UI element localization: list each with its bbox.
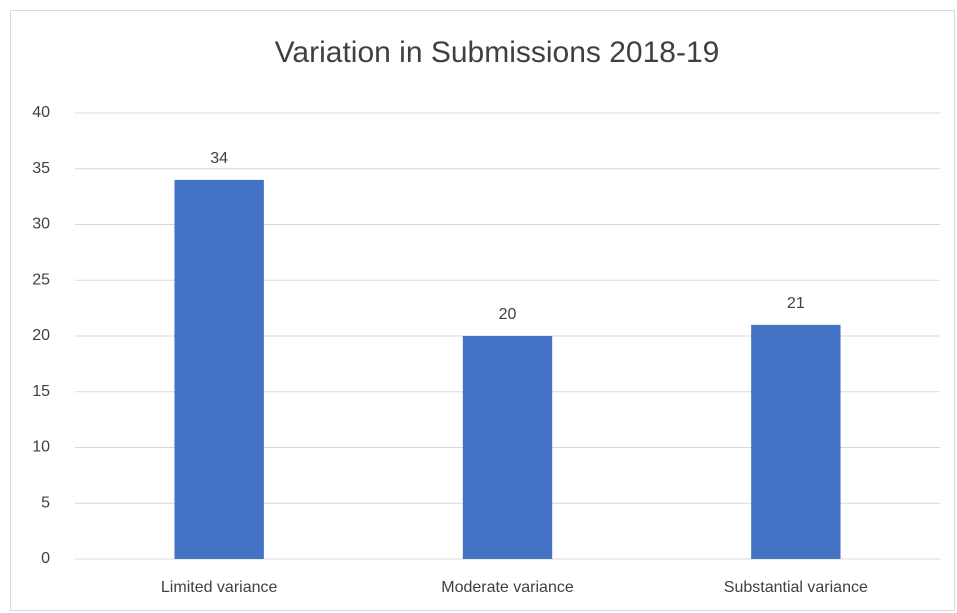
y-tick-label: 40 — [32, 104, 50, 121]
bar — [462, 336, 553, 559]
y-tick-label: 25 — [32, 271, 50, 288]
x-tick-label: Limited variance — [161, 579, 278, 596]
data-label: 21 — [787, 295, 805, 312]
x-tick-label: Moderate variance — [441, 579, 574, 596]
y-tick-label: 20 — [32, 327, 50, 344]
y-tick-label: 35 — [32, 160, 50, 177]
bar — [751, 324, 841, 559]
y-tick-label: 15 — [32, 383, 50, 400]
x-tick-label: Substantial variance — [724, 579, 868, 596]
y-tick-label: 0 — [41, 550, 50, 567]
data-label: 34 — [210, 150, 228, 167]
y-tick-label: 30 — [32, 216, 50, 233]
data-label: 20 — [499, 306, 517, 323]
bar — [174, 179, 264, 559]
y-tick-label: 10 — [32, 439, 50, 456]
chart-title: Variation in Submissions 2018-19 — [275, 36, 720, 69]
y-tick-label: 5 — [41, 494, 50, 511]
